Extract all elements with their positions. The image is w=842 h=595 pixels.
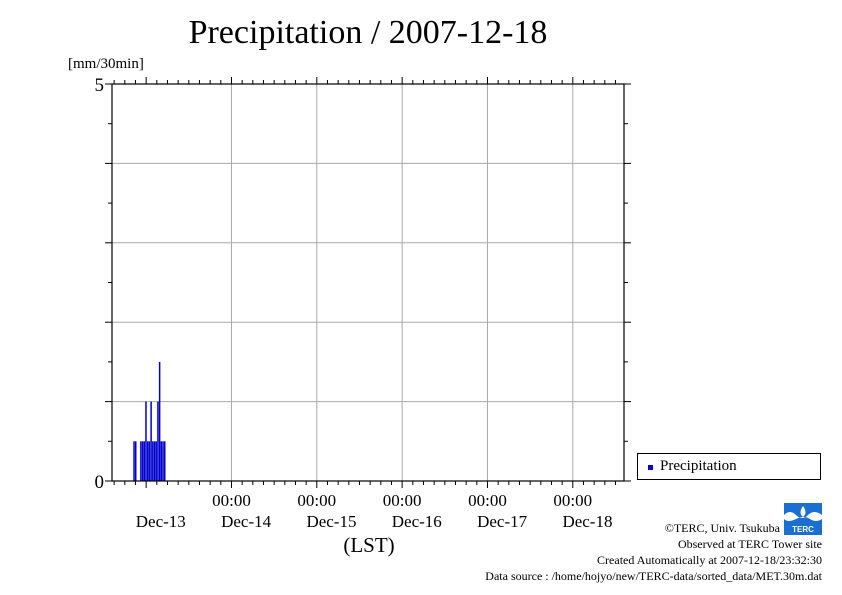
precipitation-bar [153,441,156,481]
precipitation-bar [150,401,152,481]
copyright-text: ©TERC, Univ. Tsukuba [664,521,780,535]
x-day-label: Dec-17 [477,512,528,531]
created-text: Created Automatically at 2007-12-18/23:3… [597,553,822,567]
precipitation-bars [133,361,166,481]
precipitation-bar [141,441,144,481]
axes [105,77,631,488]
precipitation-bar [143,441,146,481]
observed-text: Observed at TERC Tower site [677,537,822,551]
precipitation-bar [162,441,164,481]
precipitation-bar [133,441,135,481]
precipitation-bar [155,441,157,481]
y-axis-unit-label: [mm/30min] [68,56,144,72]
x-time-label: 00:00 [383,491,422,510]
legend-swatch [648,465,653,470]
x-time-label: 00:00 [297,491,336,510]
y-tick-label: 0 [95,472,105,493]
axis-labels: 0 5 00:00 00:00 00:00 00:00 00:00 Dec-13 Dec-14 D… [95,75,613,557]
precipitation-bar [157,401,159,481]
terc-logo: TERC [784,503,822,535]
precipitation-bar [146,441,149,481]
precipitation-bar [164,441,166,481]
data-source-text: Data source : /home/hojyo/new/TERC-data/… [485,569,822,583]
precipitation-bar [158,361,161,481]
credits: ©TERC, Univ. Tsukuba Observed at TERC To… [485,520,822,584]
x-day-label: Dec-16 [392,512,442,531]
legend-label: Precipitation [660,458,737,474]
grid-lines [112,84,624,481]
precipitation-bar [152,441,154,481]
x-day-label: Dec-15 [306,512,356,531]
precipitation-bar [160,441,163,481]
precipitation-bar [145,401,147,481]
y-tick-label: 5 [95,75,105,96]
x-day-label: Dec-18 [562,512,612,531]
precipitation-bar [140,441,142,481]
x-time-label: 00:00 [553,491,592,510]
x-time-label: 00:00 [212,491,251,510]
chart-title: Precipitation / 2007-12-18 [188,14,548,51]
legend: Precipitation [637,453,821,480]
x-day-label: Dec-13 [136,512,186,531]
precipitation-bar [134,441,137,481]
plot-frame [111,83,625,482]
x-day-label: Dec-14 [221,512,272,531]
precipitation-bar [148,441,151,481]
x-time-label: 00:00 [468,491,507,510]
logo-text: TERC [792,525,814,534]
x-axis-label: (LST) [343,533,394,557]
